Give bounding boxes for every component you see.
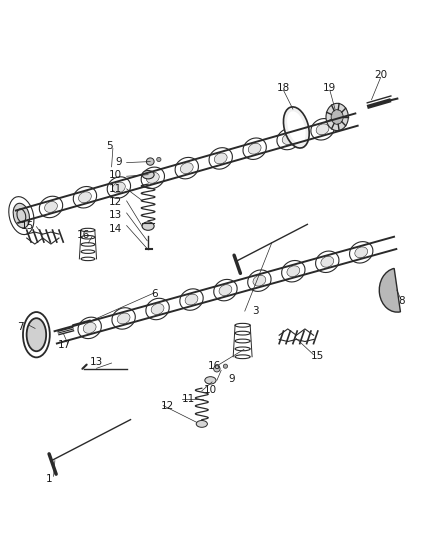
Ellipse shape xyxy=(283,107,309,148)
Text: 9: 9 xyxy=(229,374,235,384)
Ellipse shape xyxy=(223,364,228,368)
Text: 6: 6 xyxy=(151,289,158,300)
Ellipse shape xyxy=(214,366,220,372)
Text: 5: 5 xyxy=(106,141,113,151)
Wedge shape xyxy=(379,269,400,312)
Ellipse shape xyxy=(326,103,348,131)
Text: 11: 11 xyxy=(109,184,122,194)
Text: 11: 11 xyxy=(182,394,195,403)
Ellipse shape xyxy=(83,322,96,333)
Text: 10: 10 xyxy=(109,170,122,180)
Ellipse shape xyxy=(146,158,154,165)
Ellipse shape xyxy=(17,209,26,222)
Text: 20: 20 xyxy=(374,70,387,80)
Ellipse shape xyxy=(287,266,300,277)
Ellipse shape xyxy=(117,313,130,324)
Ellipse shape xyxy=(321,256,334,267)
Ellipse shape xyxy=(282,134,295,144)
Text: 13: 13 xyxy=(90,357,103,367)
Text: 7: 7 xyxy=(17,322,24,332)
Text: 1: 1 xyxy=(46,474,53,484)
Text: 17: 17 xyxy=(58,340,71,350)
Ellipse shape xyxy=(13,203,29,228)
Text: 15: 15 xyxy=(311,351,325,361)
Ellipse shape xyxy=(214,153,227,164)
Text: 8: 8 xyxy=(398,296,405,305)
Ellipse shape xyxy=(205,377,216,384)
Text: 9: 9 xyxy=(116,157,122,167)
Ellipse shape xyxy=(45,201,57,212)
Text: 12: 12 xyxy=(109,198,122,207)
Text: 3: 3 xyxy=(252,306,259,316)
Text: 16: 16 xyxy=(208,361,221,371)
Ellipse shape xyxy=(355,247,367,258)
Text: 18: 18 xyxy=(277,83,290,93)
Text: 12: 12 xyxy=(161,400,174,410)
Ellipse shape xyxy=(253,275,266,286)
Ellipse shape xyxy=(331,110,343,124)
Ellipse shape xyxy=(142,222,154,230)
Text: 19: 19 xyxy=(323,83,336,93)
Text: 16: 16 xyxy=(77,230,90,240)
Text: 13: 13 xyxy=(109,210,122,220)
Text: 10: 10 xyxy=(204,385,217,395)
Ellipse shape xyxy=(316,124,329,135)
Ellipse shape xyxy=(196,421,208,427)
Ellipse shape xyxy=(113,182,125,193)
Ellipse shape xyxy=(248,143,261,154)
Ellipse shape xyxy=(78,192,92,203)
Text: 14: 14 xyxy=(109,224,122,234)
Ellipse shape xyxy=(287,111,306,143)
Ellipse shape xyxy=(157,157,161,161)
Ellipse shape xyxy=(185,294,198,305)
Ellipse shape xyxy=(151,304,164,314)
Ellipse shape xyxy=(219,285,232,295)
Ellipse shape xyxy=(146,172,159,183)
Text: 15: 15 xyxy=(21,221,35,231)
Ellipse shape xyxy=(27,318,46,351)
Ellipse shape xyxy=(142,171,154,179)
Ellipse shape xyxy=(180,163,193,174)
